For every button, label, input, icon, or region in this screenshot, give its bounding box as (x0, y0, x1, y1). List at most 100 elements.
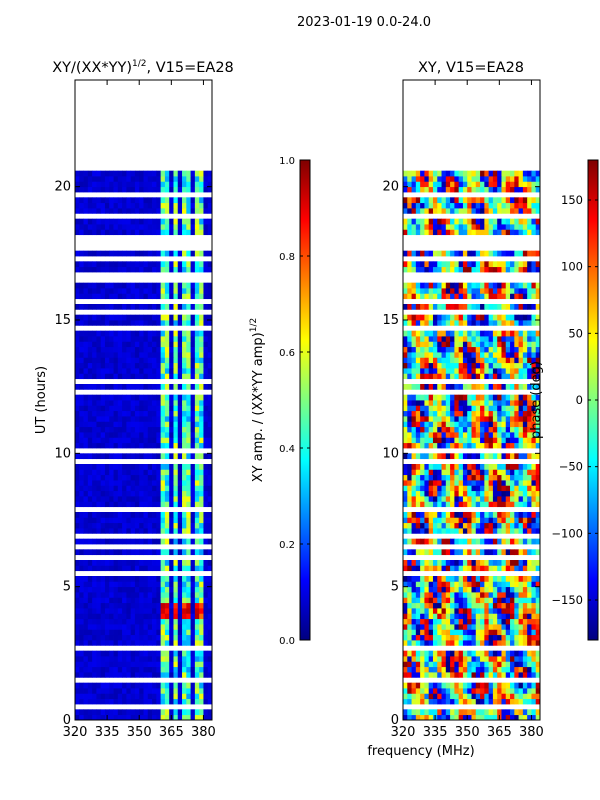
heatmap-cell (415, 490, 421, 497)
heatmap-cell (156, 384, 162, 390)
heatmap-cell (462, 586, 468, 593)
heatmap-cell (462, 394, 468, 401)
heatmap-cell (484, 592, 490, 598)
heatmap-cell (130, 698, 136, 705)
heatmap-cell (96, 410, 102, 417)
heatmap-cell (156, 426, 162, 433)
heatmap-cell (79, 709, 84, 716)
heatmap-cell (484, 698, 490, 705)
heatmap-cell (130, 282, 136, 289)
heatmap-cell (152, 618, 157, 625)
heatmap-cell (403, 613, 408, 620)
heatmap-cell (450, 560, 455, 566)
heatmap-cell (432, 608, 438, 614)
heatmap-cell (484, 576, 490, 582)
colorbar-tick-label: 0.0 (279, 636, 295, 647)
heatmap-cell (173, 293, 179, 300)
heatmap-cell (92, 261, 97, 268)
heatmap-cell (83, 640, 89, 646)
heatmap-cell (143, 490, 149, 497)
heatmap-cell (403, 320, 408, 326)
heatmap-cell (117, 661, 123, 668)
heatmap-cell (139, 400, 144, 406)
heatmap-cell (156, 512, 162, 518)
heatmap-cell (497, 410, 502, 417)
heatmap-cell (403, 672, 408, 678)
heatmap-cell (471, 437, 477, 444)
heatmap-cell (147, 608, 153, 614)
heatmap-cell (467, 421, 472, 428)
heatmap-cell (83, 394, 89, 401)
heatmap-cell (130, 490, 136, 497)
heatmap-cell (522, 314, 528, 321)
heatmap-cell (156, 613, 162, 620)
heatmap-cell (194, 485, 200, 492)
heatmap-cell (122, 714, 127, 720)
heatmap-cell (480, 400, 485, 406)
heatmap-cell (104, 421, 110, 428)
heatmap-cell (92, 464, 97, 470)
heatmap-cell (510, 560, 515, 566)
heatmap-cell (437, 549, 442, 556)
heatmap-cell (122, 362, 127, 369)
heatmap-cell (445, 373, 451, 380)
heatmap-cell (79, 176, 84, 182)
heatmap-cell (147, 362, 153, 369)
heatmap-cell (462, 522, 468, 529)
heatmap-cell (505, 373, 511, 380)
heatmap-cell (134, 426, 140, 433)
heatmap-cell (445, 453, 451, 460)
heatmap-cell (147, 218, 153, 225)
heatmap-cell (424, 485, 430, 492)
heatmap-cell (109, 656, 114, 662)
heatmap-cell (143, 346, 149, 353)
heatmap-cell (130, 288, 136, 294)
heatmap-cell (83, 608, 89, 614)
heatmap-cell (143, 288, 149, 294)
heatmap-cell (505, 597, 511, 604)
heatmap-cell (203, 661, 209, 668)
heatmap-cell (432, 517, 438, 524)
heatmap-cell (143, 453, 149, 460)
heatmap-cell (177, 400, 183, 406)
heatmap-cell (505, 581, 511, 588)
heatmap-cell (182, 373, 187, 380)
heatmap-cell (169, 528, 174, 534)
heatmap-cell (122, 421, 127, 428)
heatmap-cell (407, 549, 412, 556)
heatmap-cell (403, 229, 408, 236)
heatmap-cell (203, 549, 209, 556)
heatmap-cell (109, 336, 114, 342)
heatmap-cell (411, 592, 417, 598)
heatmap-cell (445, 576, 451, 582)
heatmap-cell (480, 661, 485, 668)
heatmap-cell (100, 581, 106, 588)
heatmap-cell (501, 352, 507, 358)
heatmap-cell (424, 320, 430, 326)
heatmap-cell (139, 357, 144, 364)
heatmap-cell (445, 592, 451, 598)
heatmap-cell (467, 709, 472, 716)
heatmap-cell (527, 528, 532, 534)
heatmap-cell (467, 368, 472, 374)
heatmap-cell (164, 394, 170, 401)
heatmap-cell (403, 282, 408, 289)
heatmap-cell (186, 602, 191, 609)
heatmap-cell (522, 432, 528, 438)
heatmap-cell (514, 693, 519, 700)
heatmap-cell (143, 496, 149, 502)
heatmap-cell (130, 576, 136, 582)
heatmap-cell (104, 528, 110, 534)
heatmap-cell (415, 400, 421, 406)
heatmap-cell (441, 522, 447, 529)
heatmap-cell (445, 602, 451, 609)
heatmap-cell (190, 293, 196, 300)
heatmap-cell (454, 261, 460, 268)
heatmap-cell (92, 208, 97, 214)
heatmap-cell (147, 224, 153, 230)
heatmap-cell (480, 650, 485, 657)
heatmap-cell (471, 709, 477, 716)
heatmap-cell (420, 618, 425, 625)
heatmap-cell (100, 565, 106, 572)
heatmap-cell (173, 682, 179, 689)
